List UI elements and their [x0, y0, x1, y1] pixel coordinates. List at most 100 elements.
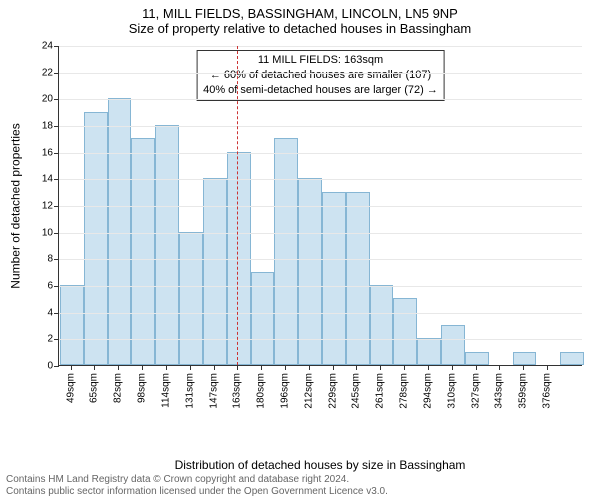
histogram-bar	[370, 285, 394, 365]
footer-line1: Contains HM Land Registry data © Crown c…	[6, 474, 388, 486]
footer-attribution: Contains HM Land Registry data © Crown c…	[6, 474, 388, 498]
x-tick-mark	[214, 365, 215, 370]
footer-line2: Contains public sector information licen…	[6, 486, 388, 498]
x-tick-mark	[523, 365, 524, 370]
reference-line	[237, 46, 238, 365]
x-tick-mark	[499, 365, 500, 370]
x-tick-mark	[190, 365, 191, 370]
x-tick-mark	[237, 365, 238, 370]
x-tick-mark	[547, 365, 548, 370]
histogram-bar	[84, 112, 108, 365]
x-tick-mark	[404, 365, 405, 370]
chart-title-desc: Size of property relative to detached ho…	[0, 21, 600, 40]
histogram-bar	[179, 232, 203, 365]
y-axis-label: Number of detached properties	[8, 46, 24, 366]
gridline	[59, 153, 582, 154]
x-tick-mark	[380, 365, 381, 370]
y-tick-mark	[54, 286, 59, 287]
x-tick-mark	[142, 365, 143, 370]
gridline	[59, 126, 582, 127]
x-tick-mark	[285, 365, 286, 370]
y-tick-mark	[54, 233, 59, 234]
histogram-bar	[227, 152, 251, 365]
y-tick-label: 2	[47, 334, 53, 345]
x-tick-label: 163sqm	[232, 373, 243, 409]
gridline	[59, 99, 582, 100]
x-tick-label: 278sqm	[399, 373, 410, 409]
x-tick-label: 212sqm	[303, 373, 314, 409]
x-tick-label: 114sqm	[160, 373, 171, 408]
gridline	[59, 286, 582, 287]
y-tick-label: 24	[42, 41, 53, 52]
x-tick-label: 261sqm	[375, 373, 386, 409]
y-tick-label: 22	[42, 67, 53, 78]
histogram-bar	[60, 285, 84, 365]
y-tick-mark	[54, 206, 59, 207]
y-tick-label: 6	[47, 281, 53, 292]
y-tick-label: 18	[42, 121, 53, 132]
y-tick-mark	[54, 259, 59, 260]
x-axis-label: Distribution of detached houses by size …	[58, 458, 582, 472]
x-tick-label: 343sqm	[494, 373, 505, 409]
x-tick-label: 131sqm	[184, 373, 195, 409]
y-tick-label: 10	[42, 227, 53, 238]
y-tick-mark	[54, 153, 59, 154]
y-tick-label: 8	[47, 254, 53, 265]
chart-area: 11 MILL FIELDS: 163sqm ← 60% of detached…	[58, 46, 582, 416]
x-tick-mark	[428, 365, 429, 370]
y-tick-label: 12	[42, 201, 53, 212]
gridline	[59, 179, 582, 180]
histogram-bar	[131, 138, 155, 365]
x-tick-mark	[94, 365, 95, 370]
annotation-line2: ← 60% of detached houses are smaller (10…	[203, 68, 438, 83]
x-tick-label: 245sqm	[351, 373, 362, 409]
gridline	[59, 339, 582, 340]
y-tick-mark	[54, 313, 59, 314]
histogram-bar	[274, 138, 298, 365]
x-tick-mark	[476, 365, 477, 370]
y-tick-mark	[54, 339, 59, 340]
x-tick-label: 82sqm	[113, 373, 124, 403]
annotation-line1: 11 MILL FIELDS: 163sqm	[203, 53, 438, 68]
y-tick-label: 14	[42, 174, 53, 185]
y-tick-mark	[54, 73, 59, 74]
histogram-bar	[441, 325, 465, 365]
y-tick-label: 4	[47, 307, 53, 318]
histogram-bar	[393, 298, 417, 365]
x-tick-mark	[356, 365, 357, 370]
x-tick-mark	[118, 365, 119, 370]
x-tick-mark	[452, 365, 453, 370]
x-tick-label: 359sqm	[518, 373, 529, 409]
annotation-line3: 40% of semi-detached houses are larger (…	[203, 83, 438, 98]
y-tick-label: 16	[42, 147, 53, 158]
y-tick-mark	[54, 126, 59, 127]
y-tick-label: 20	[42, 94, 53, 105]
x-tick-mark	[261, 365, 262, 370]
y-tick-label: 0	[47, 361, 53, 372]
y-tick-mark	[54, 366, 59, 367]
x-tick-label: 180sqm	[256, 373, 267, 409]
x-tick-label: 229sqm	[327, 373, 338, 409]
x-tick-mark	[71, 365, 72, 370]
histogram-bar	[155, 125, 179, 365]
x-tick-label: 147sqm	[208, 373, 219, 409]
gridline	[59, 206, 582, 207]
gridline	[59, 233, 582, 234]
plot-area: 11 MILL FIELDS: 163sqm ← 60% of detached…	[58, 46, 582, 366]
histogram-bar	[417, 338, 441, 365]
x-tick-label: 376sqm	[542, 373, 553, 409]
x-tick-label: 196sqm	[280, 373, 291, 409]
gridline	[59, 73, 582, 74]
x-tick-mark	[166, 365, 167, 370]
x-tick-mark	[309, 365, 310, 370]
chart-figure: 11, MILL FIELDS, BASSINGHAM, LINCOLN, LN…	[0, 0, 600, 500]
x-tick-label: 294sqm	[422, 373, 433, 409]
annotation-box: 11 MILL FIELDS: 163sqm ← 60% of detached…	[196, 50, 445, 101]
gridline	[59, 46, 582, 47]
x-tick-label: 310sqm	[446, 373, 457, 409]
y-tick-mark	[54, 99, 59, 100]
x-tick-label: 98sqm	[137, 373, 148, 403]
gridline	[59, 259, 582, 260]
x-tick-mark	[333, 365, 334, 370]
histogram-bar	[465, 352, 489, 365]
